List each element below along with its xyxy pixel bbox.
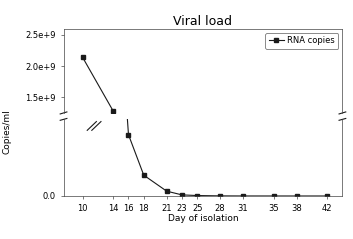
RNA copies — [111, 110, 115, 113]
Legend: RNA copies: RNA copies — [265, 33, 338, 49]
Line: RNA copies: RNA copies — [81, 56, 115, 113]
Text: Copies/ml: Copies/ml — [2, 109, 12, 154]
Title: Viral load: Viral load — [173, 15, 233, 27]
RNA copies — [80, 56, 85, 59]
X-axis label: Day of isolation: Day of isolation — [168, 214, 238, 223]
